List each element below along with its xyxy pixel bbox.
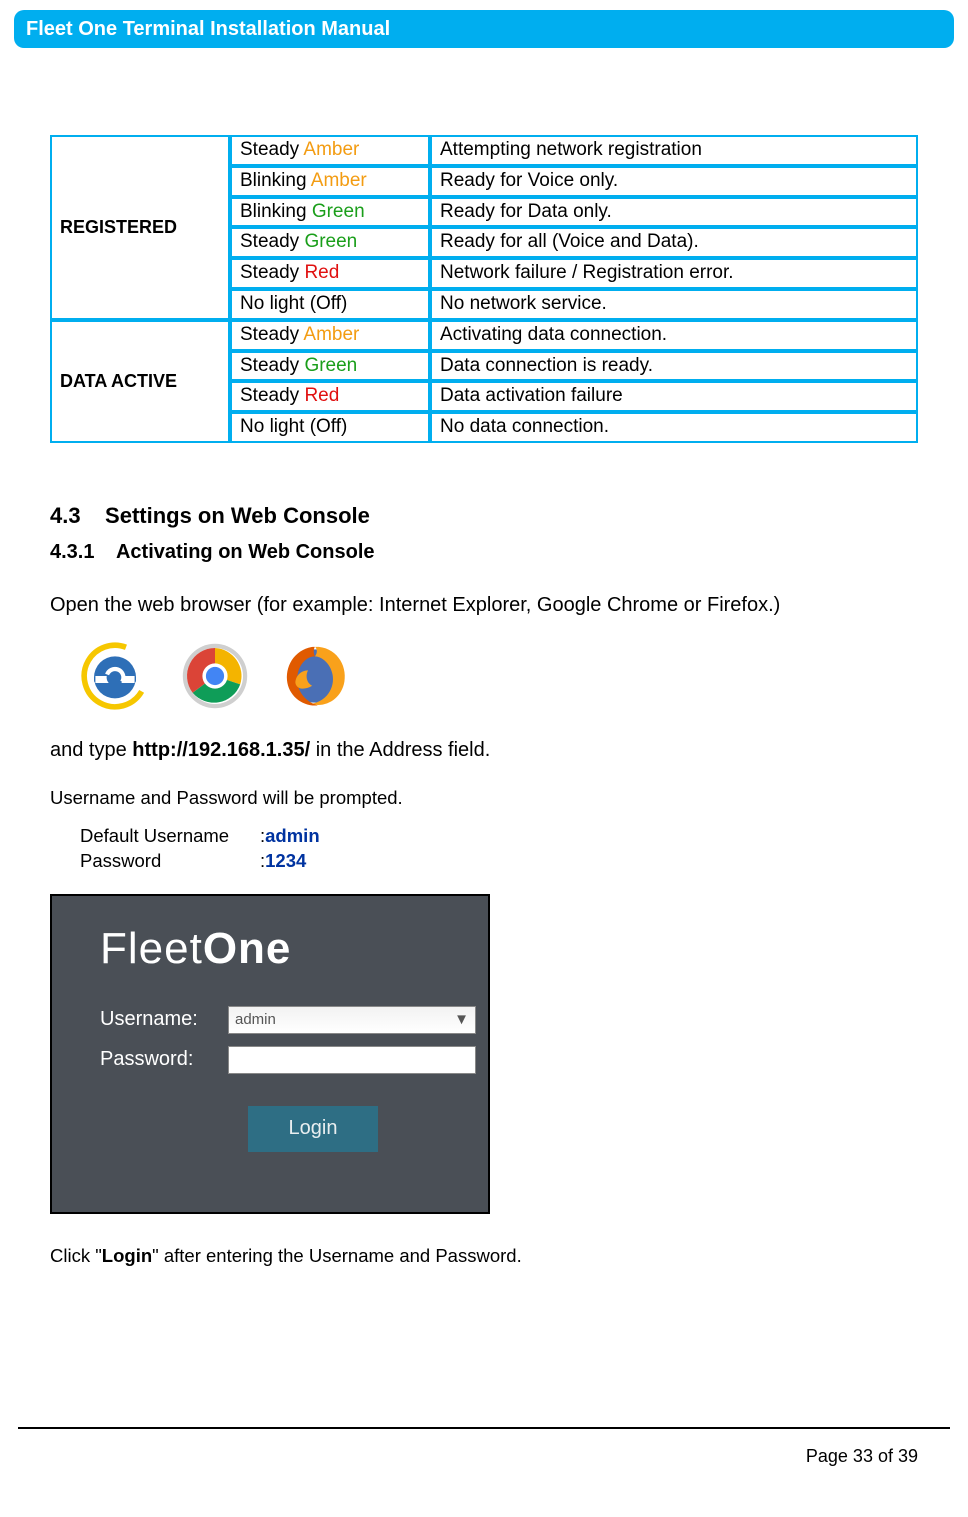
text: " after entering the Username and Passwo…	[152, 1245, 522, 1266]
creds-row: Default Username : admin	[80, 824, 918, 849]
indicator-cell: No light (Off)	[230, 412, 430, 443]
meaning-cell: Data connection is ready.	[430, 351, 918, 382]
indicator-color: Red	[304, 385, 339, 406]
text: in the Address field.	[310, 739, 490, 761]
indicator-cell: Blinking Green	[230, 197, 430, 228]
section-heading: 4.3 Settings on Web Console	[50, 503, 918, 529]
section-label: REGISTERED	[50, 135, 230, 320]
logo-bold: One	[203, 924, 292, 973]
section-label: DATA ACTIVE	[50, 320, 230, 443]
username-row: Username: admin ▼	[100, 1006, 476, 1034]
page-number: Page 33 of 39	[806, 1446, 918, 1467]
username-label: Default Username	[80, 824, 260, 849]
indicator-color: Green	[312, 201, 365, 222]
doc-header: Fleet One Terminal Installation Manual	[14, 10, 954, 48]
ie-icon	[80, 641, 150, 711]
username-value: admin	[265, 824, 319, 849]
indicator-prefix: No light (Off)	[240, 293, 347, 314]
meaning-cell: Data activation failure	[430, 381, 918, 412]
status-table: REGISTERED Steady Amber Attempting netwo…	[50, 135, 918, 443]
table-row: DATA ACTIVE Steady Amber Activating data…	[50, 320, 918, 351]
meaning-cell: Ready for all (Voice and Data).	[430, 227, 918, 258]
password-field-label: Password:	[100, 1048, 220, 1071]
meaning-cell: Network failure / Registration error.	[430, 258, 918, 289]
indicator-prefix: No light (Off)	[240, 416, 347, 437]
footer-rule	[18, 1427, 950, 1429]
password-row: Password:	[100, 1046, 476, 1074]
login-button[interactable]: Login	[248, 1106, 378, 1152]
indicator-prefix: Steady	[240, 355, 304, 376]
login-inner: FleetOne Username: admin ▼ Password: Log…	[100, 914, 476, 1194]
indicator-prefix: Steady	[240, 231, 304, 252]
login-logo: FleetOne	[100, 924, 476, 974]
prompt-text: Username and Password will be prompted.	[50, 786, 918, 810]
password-value: 1234	[265, 849, 306, 874]
address-text: and type http://192.168.1.35/ in the Add…	[50, 737, 918, 764]
indicator-cell: Steady Red	[230, 381, 430, 412]
firefox-icon	[280, 641, 350, 711]
username-field-label: Username:	[100, 1008, 220, 1031]
text: Click "	[50, 1245, 102, 1266]
indicator-cell: Blinking Amber	[230, 166, 430, 197]
browser-icons	[80, 641, 918, 711]
chrome-icon	[180, 641, 250, 711]
indicator-cell: Steady Red	[230, 258, 430, 289]
password-input[interactable]	[228, 1046, 476, 1074]
indicator-cell: Steady Amber	[230, 135, 430, 166]
indicator-prefix: Steady	[240, 262, 304, 283]
text: and type	[50, 739, 132, 761]
open-browser-text: Open the web browser (for example: Inter…	[50, 592, 918, 619]
indicator-prefix: Blinking	[240, 170, 311, 191]
indicator-prefix: Steady	[240, 324, 303, 345]
meaning-cell: Activating data connection.	[430, 320, 918, 351]
click-login-text: Click "Login" after entering the Usernam…	[50, 1244, 918, 1268]
login-word: Login	[102, 1245, 152, 1266]
indicator-cell: Steady Amber	[230, 320, 430, 351]
indicator-color: Amber	[303, 324, 359, 345]
indicator-prefix: Steady	[240, 385, 304, 406]
username-select-value: admin	[235, 1011, 276, 1028]
indicator-cell: Steady Green	[230, 227, 430, 258]
indicator-color: Red	[304, 262, 339, 283]
meaning-cell: Attempting network registration	[430, 135, 918, 166]
indicator-cell: No light (Off)	[230, 289, 430, 320]
meaning-cell: Ready for Voice only.	[430, 166, 918, 197]
meaning-cell: Ready for Data only.	[430, 197, 918, 228]
indicator-cell: Steady Green	[230, 351, 430, 382]
doc-title: Fleet One Terminal Installation Manual	[26, 18, 390, 41]
creds-row: Password : 1234	[80, 849, 918, 874]
password-label: Password	[80, 849, 260, 874]
table-row: REGISTERED Steady Amber Attempting netwo…	[50, 135, 918, 166]
default-credentials: Default Username : admin Password : 1234	[80, 824, 918, 874]
logo-thin: Fleet	[100, 924, 203, 973]
page-content: REGISTERED Steady Amber Attempting netwo…	[50, 135, 918, 1282]
username-select[interactable]: admin ▼	[228, 1006, 476, 1034]
indicator-prefix: Blinking	[240, 201, 312, 222]
login-screenshot: FleetOne Username: admin ▼ Password: Log…	[50, 894, 490, 1214]
subsection-heading: 4.3.1 Activating on Web Console	[50, 541, 918, 564]
indicator-color: Green	[304, 231, 357, 252]
chevron-down-icon: ▼	[454, 1011, 469, 1028]
meaning-cell: No network service.	[430, 289, 918, 320]
indicator-color: Amber	[303, 139, 359, 160]
meaning-cell: No data connection.	[430, 412, 918, 443]
url-text: http://192.168.1.35/	[132, 739, 310, 761]
indicator-color: Green	[304, 355, 357, 376]
indicator-color: Amber	[311, 170, 367, 191]
indicator-prefix: Steady	[240, 139, 303, 160]
